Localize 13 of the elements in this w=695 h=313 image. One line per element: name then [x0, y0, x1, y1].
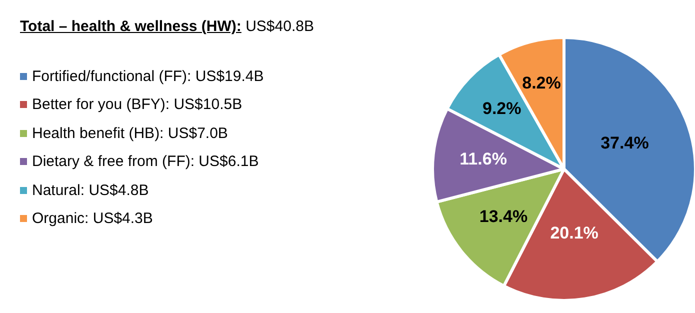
data-label: 13.4% — [479, 207, 528, 226]
legend-label: Fortified/functional (FF): US$19.4B — [32, 68, 264, 85]
data-label: 9.2% — [482, 98, 522, 118]
legend-label: Better for you (BFY): US$10.5B — [32, 96, 242, 114]
legend-label: Health benefit (HB): US$7.0B — [32, 124, 228, 142]
data-label: 20.1% — [550, 224, 598, 243]
legend-label: Natural: US$4.8B — [32, 182, 149, 199]
data-label: 8.2% — [522, 73, 561, 92]
data-label: 11.6% — [460, 150, 507, 169]
legend-label: Dietary & free from (FF): US$6.1B — [32, 153, 259, 170]
legend-label: Organic: US$4.3B — [32, 210, 153, 228]
data-label: 37.4% — [600, 133, 649, 152]
chart-title: Total – health & wellness (HW): US$40.8B — [20, 18, 314, 35]
